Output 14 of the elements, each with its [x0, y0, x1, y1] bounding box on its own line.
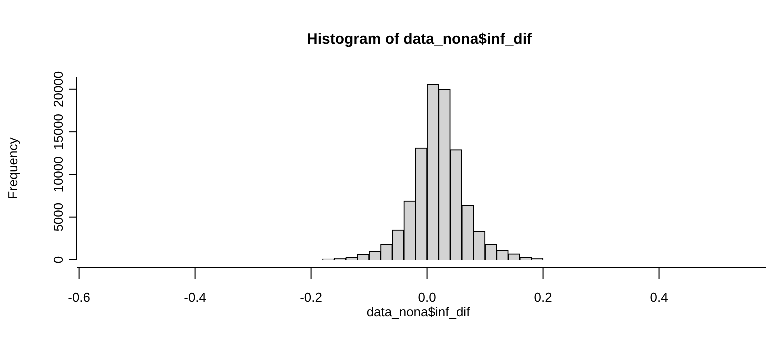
y-tick-label: 10000: [51, 156, 66, 193]
x-tick-label: 0.2: [534, 290, 552, 306]
y-axis-title: Frequency: [6, 137, 21, 200]
x-tick-label: 0.4: [650, 290, 668, 306]
chart-title: Histogram of data_nona$inf_dif: [306, 31, 534, 48]
y-tick-label: 20000: [51, 71, 66, 108]
x-axis-title: data_nona$inf_dif: [366, 304, 471, 320]
x-tick-label: -0.6: [68, 290, 91, 306]
x-tick-label: -0.2: [300, 290, 323, 306]
x-tick-label: -0.4: [184, 290, 207, 306]
y-tick-label: 15000: [51, 114, 66, 150]
x-tick-label: 0.0: [418, 290, 436, 306]
y-tick-label: 0: [51, 256, 66, 264]
y-tick-label: 5000: [51, 202, 66, 232]
